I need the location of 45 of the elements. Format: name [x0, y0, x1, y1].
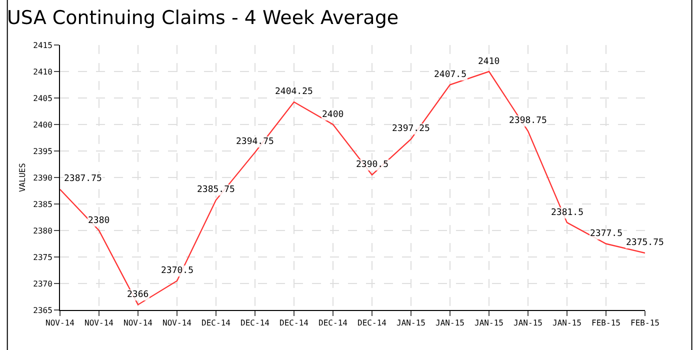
x-tick-label: DEC-14: [240, 318, 270, 328]
data-label: 2400: [322, 110, 344, 120]
data-label: 2410: [478, 57, 500, 67]
data-label: 2377.5: [590, 229, 623, 239]
data-label: 2404.25: [275, 87, 313, 97]
y-tick-label: 2365: [33, 306, 53, 315]
data-label: 2387.75: [64, 174, 102, 184]
x-tick-label: NOV-14: [46, 318, 75, 328]
x-tick-label: JAN-15: [474, 318, 504, 328]
y-tick-label: 2400: [33, 120, 53, 130]
x-tick-label: DEC-14: [358, 318, 387, 328]
y-tick-label: 2375: [33, 252, 53, 262]
y-tick-label: 2415: [33, 40, 53, 50]
y-axis-title: VALUES: [18, 162, 27, 192]
x-tick-label: NOV-14: [162, 318, 192, 328]
data-label: 2381.5: [551, 208, 584, 218]
x-tick-label: NOV-14: [124, 318, 153, 328]
y-tick-label: 2370: [33, 279, 53, 288]
data-label: 2397.25: [392, 124, 430, 134]
x-tick-label: JAN-15: [514, 318, 543, 328]
y-tick-label: 2380: [33, 226, 53, 236]
data-label: 2398.75: [509, 116, 547, 126]
x-tick-label: JAN-15: [552, 318, 582, 328]
chart-title: USA Continuing Claims - 4 Week Average: [7, 6, 399, 29]
x-tick-label: DEC-14: [318, 318, 348, 328]
x-tick-label: DEC-14: [280, 318, 309, 328]
data-label: 2380: [88, 216, 110, 226]
x-tick-label: JAN-15: [396, 318, 426, 328]
x-tick-label: DEC-14: [202, 318, 231, 328]
data-label: 2370.5: [161, 266, 194, 276]
data-label: 2375.75: [626, 238, 664, 248]
y-tick-label: 2410: [33, 67, 53, 76]
data-label: 2394.75: [236, 137, 274, 147]
y-tick-label: 2385: [33, 200, 53, 209]
y-tick-label: 2405: [33, 94, 53, 103]
y-tick-label: 2390: [33, 173, 53, 182]
y-tick-label: 2395: [33, 146, 53, 156]
data-label: 2366: [127, 290, 149, 300]
x-tick-label: JAN-15: [436, 318, 465, 328]
x-tick-label: NOV-14: [84, 318, 114, 328]
data-label: 2390.5: [356, 160, 389, 170]
data-label: 2385.75: [197, 185, 235, 195]
x-tick-label: FEB-15: [630, 318, 660, 328]
x-tick-label: FEB-15: [592, 318, 621, 328]
data-label: 2407.5: [434, 70, 467, 80]
